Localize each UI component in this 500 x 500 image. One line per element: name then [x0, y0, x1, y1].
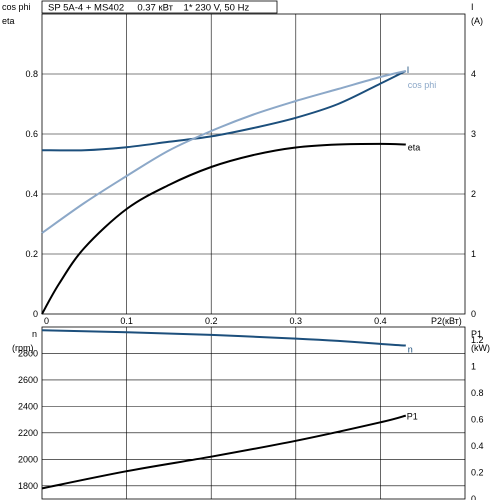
- series-line-p1: [41, 414, 407, 490]
- lower-right-axis-label: (kW): [471, 343, 490, 353]
- upper-left-tick-label: 0.2: [25, 249, 38, 259]
- lower-left-tick-label: 1800: [18, 481, 38, 491]
- upper-tick-labels: 0 0.2 0.4 0.6 0.8 0 1 2 3 4 0 0.1 0.2 0.3 0.4: [25, 69, 476, 326]
- lower-right-tick-label: 1.2: [471, 335, 484, 345]
- upper-right-tick-label: 0: [471, 309, 476, 319]
- lower-right-tick-label: 0.6: [471, 415, 484, 425]
- header: SP 5A-4 + MS402 0.37 кВт 1* 230 V, 50 Hz: [41, 0, 278, 14]
- lower-right-axis-label: P1: [471, 329, 482, 339]
- lower-right-tick-label: 1: [471, 362, 476, 372]
- upper-left-tick-label: 0: [33, 309, 38, 319]
- upper-x-tick-label: 0.1: [120, 316, 133, 326]
- series-label-current: I: [407, 65, 410, 75]
- upper-right-tick-label: 1: [471, 249, 476, 259]
- upper-left-tick-label: 0.8: [25, 69, 38, 79]
- upper-x-tick-label: 0: [44, 316, 49, 326]
- upper-right-axis-label: (A): [471, 16, 483, 26]
- upper-x-tick-label: 0.2: [205, 316, 218, 326]
- upper-grid: [42, 14, 465, 314]
- lower-right-tick-label: 0.8: [471, 388, 484, 398]
- upper-left-tick-label: 0.4: [25, 189, 38, 199]
- series-label-power: P1: [407, 412, 418, 422]
- lower-left-tick-label: 2000: [18, 454, 38, 464]
- lower-left-tick-label: 2200: [18, 428, 38, 438]
- header-box: [41, 0, 278, 14]
- series-label-cos-phi: cos phi: [408, 80, 437, 90]
- lower-plot: 1800 2000 2200 2400 2600 2800 0 0.2 0.4 0.6 0.8 1 1.…: [12, 326, 490, 500]
- series-label-speed: n: [408, 345, 413, 355]
- lower-left-tick-label: 2600: [18, 375, 38, 385]
- upper-right-tick-label: 3: [471, 129, 476, 139]
- lower-right-tick-label: 0.4: [471, 441, 484, 451]
- series-line-eta: [41, 142, 406, 315]
- lower-left-axis-label: n: [32, 329, 37, 339]
- upper-left-axis-label: eta: [2, 16, 15, 26]
- upper-left-axis-label: cos phi: [2, 2, 31, 12]
- lower-grid: [42, 327, 465, 499]
- series-line-n: [41, 329, 406, 347]
- upper-x-tick-label: 0.3: [290, 316, 303, 326]
- lower-series: n P1: [41, 329, 418, 490]
- lower-right-tick-label: 0.2: [471, 468, 484, 478]
- series-label-eta: eta: [408, 143, 421, 153]
- lower-right-tick-label: 0: [471, 494, 476, 500]
- upper-x-axis-label: P2(кВт): [431, 316, 462, 326]
- lower-plot-frame: [41, 326, 466, 500]
- upper-right-tick-label: 4: [471, 69, 476, 79]
- upper-axis-labels: cos phi eta I (A) P2(кВт): [2, 2, 483, 326]
- series-line-i: [41, 70, 407, 152]
- upper-left-tick-label: 0.6: [25, 129, 38, 139]
- upper-plot: 0 0.2 0.4 0.6 0.8 0 1 2 3 4 0 0.1 0.2 0.3 0.4 eta Icos …: [2, 2, 483, 326]
- lower-left-tick-label: 2800: [18, 348, 38, 358]
- upper-plot-frame: [41, 13, 466, 315]
- lower-left-axis-label: (rpm): [12, 343, 34, 353]
- lower-axis-labels: n (rpm) P1 (kW): [12, 329, 490, 353]
- lower-tick-labels: 1800 2000 2200 2400 2600 2800 0 0.2 0.4 0.6 0.8 1 1.…: [18, 335, 484, 500]
- upper-right-axis-label: I: [471, 2, 474, 12]
- upper-right-tick-label: 2: [471, 189, 476, 199]
- header-text: SP 5A-4 + MS402 0.37 кВт 1* 230 V, 50 Hz: [48, 3, 249, 14]
- upper-x-tick-label: 0.4: [374, 316, 387, 326]
- lower-left-tick-label: 2400: [18, 401, 38, 411]
- series-line-cos-phi: [41, 70, 407, 234]
